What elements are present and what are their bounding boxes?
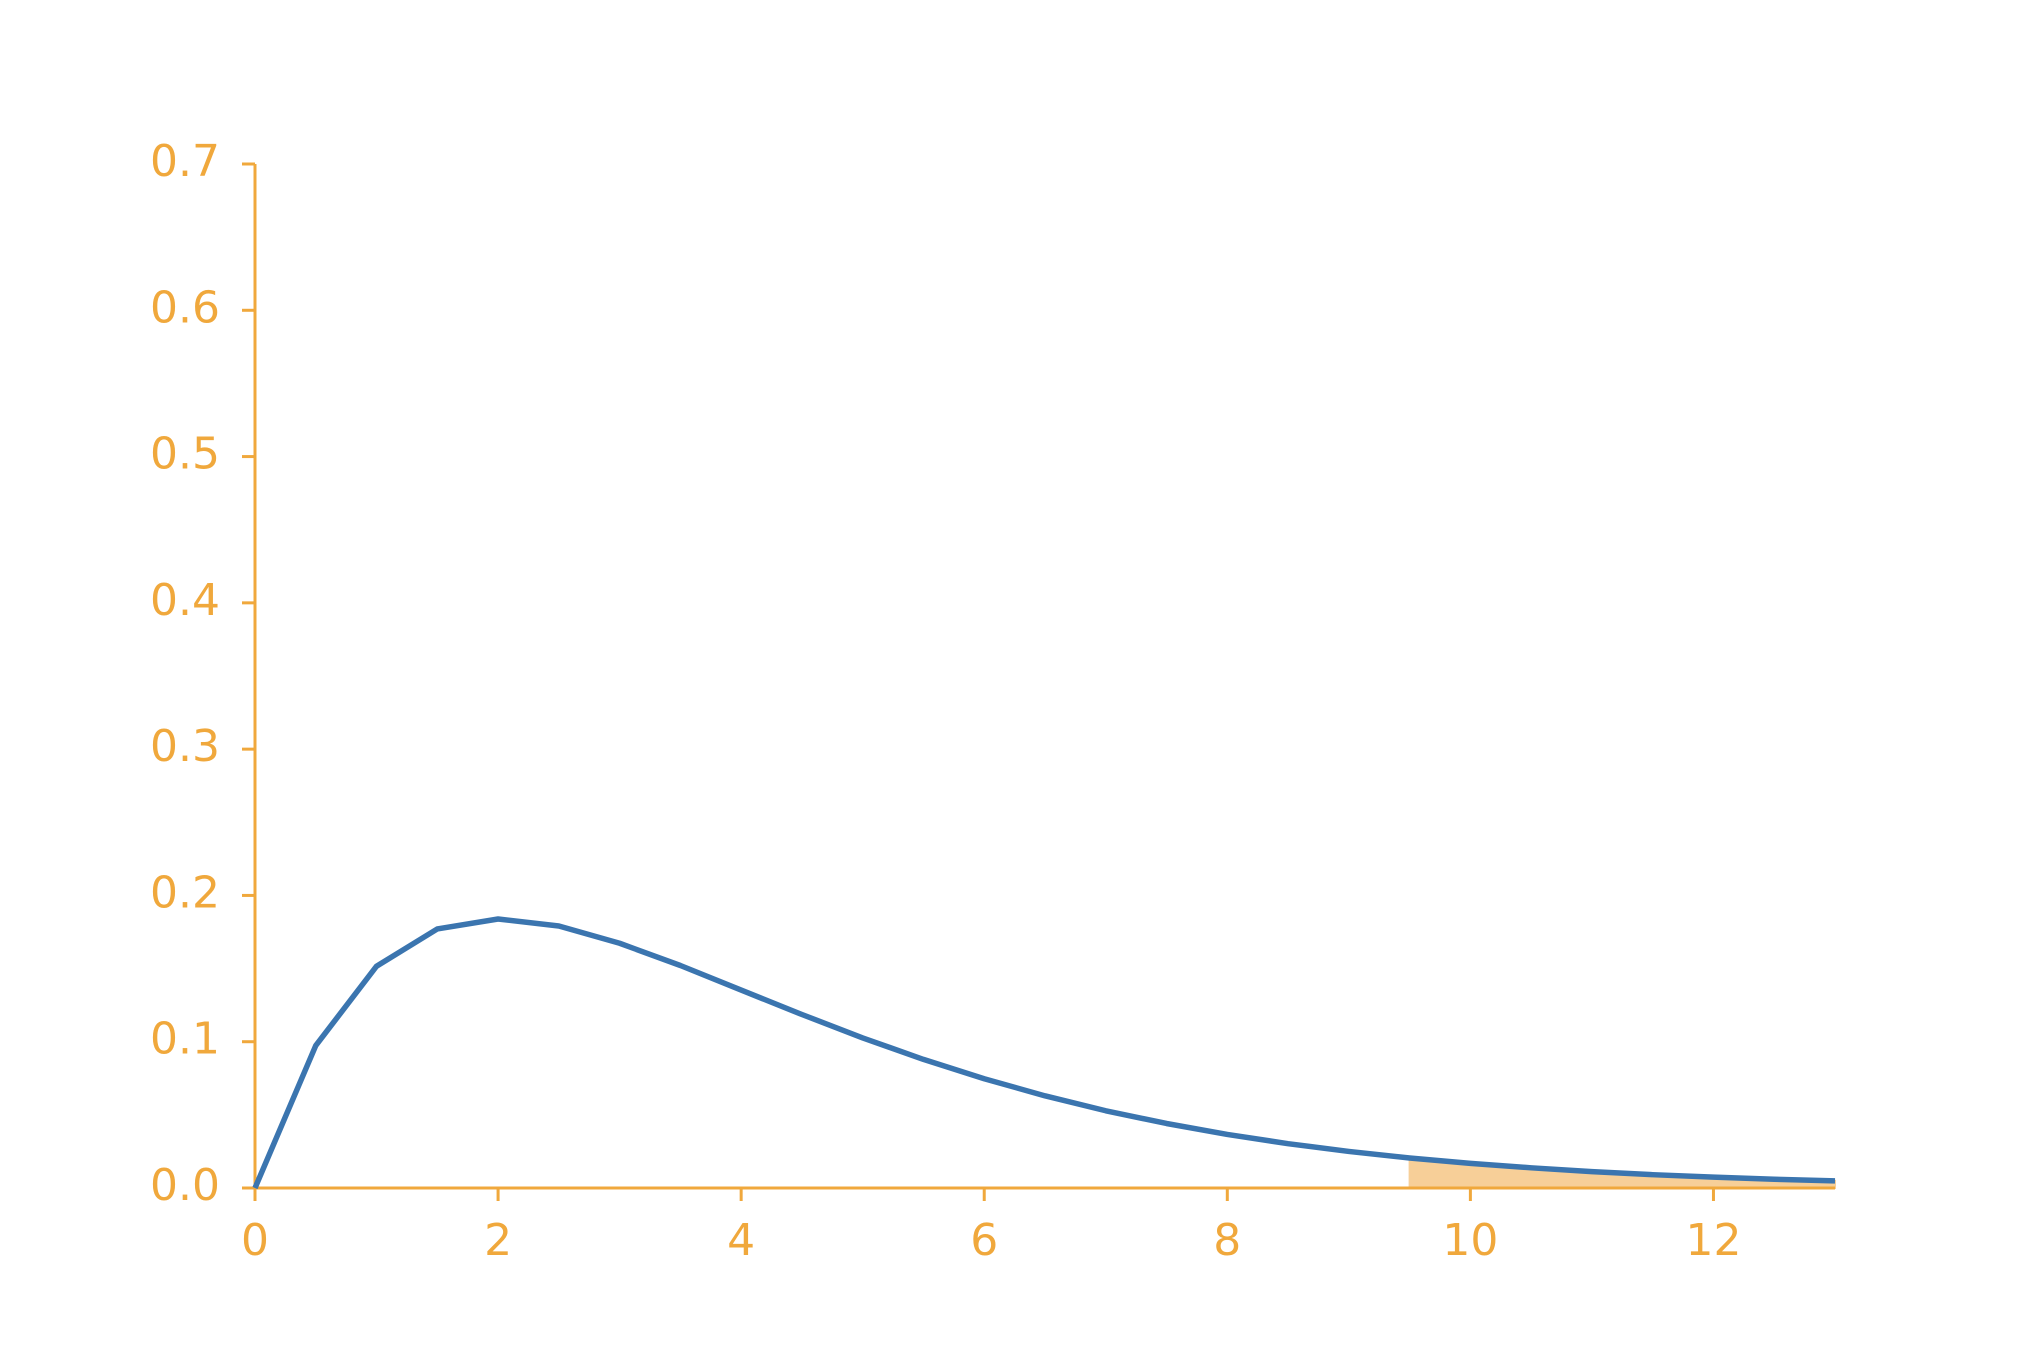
x-tick-label: 12 [1685, 1215, 1741, 1266]
y-tick-label: 0.3 [150, 721, 220, 772]
y-tick-label: 0.0 [150, 1160, 220, 1211]
line-series [252, 916, 1836, 1190]
x-tick-label: 0 [241, 1215, 269, 1266]
y-tick-label: 0.2 [150, 867, 220, 918]
y-tick-label: 0.1 [150, 1014, 220, 1065]
y-tick-label: 0.7 [150, 136, 220, 187]
x-tick-label: 6 [970, 1215, 998, 1266]
y-tick-label: 0.4 [150, 575, 220, 626]
y-tick-label: 0.5 [150, 429, 220, 480]
x-tick-label: 10 [1442, 1215, 1498, 1266]
y-tick-label: 0.6 [150, 282, 220, 333]
x-tick-label: 8 [1213, 1215, 1241, 1266]
x-tick-label: 4 [727, 1215, 755, 1266]
x-tick-label: 2 [484, 1215, 512, 1266]
